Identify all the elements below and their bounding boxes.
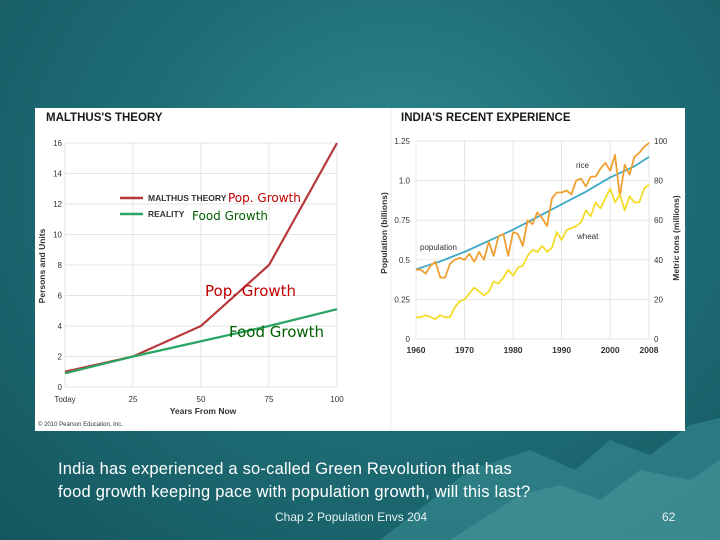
left-y-axis-label: Persons and Units xyxy=(37,228,47,303)
right-left-y-axis-label: Population (billions) xyxy=(379,192,389,274)
figure-panel: MALTHUS'S THEORY 0 2 4 6 8 10 12 14 16 Today 25 50… xyxy=(35,108,685,431)
left-y-tick: 0 xyxy=(58,383,63,392)
copyright-text: © 2010 Pearson Education, Inc. xyxy=(38,421,123,428)
slide-caption: India has experienced a so-called Green … xyxy=(58,458,678,504)
right-left-y-tick: 0.5 xyxy=(399,256,411,265)
left-y-tick: 4 xyxy=(58,322,63,331)
right-series-line-rice xyxy=(416,142,650,279)
right-right-y-tick: 60 xyxy=(654,216,663,225)
right-x-tick-labels: 1960 1970 1980 1990 2000 2008 xyxy=(407,345,659,355)
left-y-tick: 8 xyxy=(58,261,63,270)
right-right-y-axis-label: Metric tons (millions) xyxy=(671,195,681,281)
overlay-legend-food: Food Growth xyxy=(192,209,268,223)
right-x-tick: 2000 xyxy=(601,345,620,355)
right-left-y-tick: 1.25 xyxy=(394,137,410,146)
right-left-y-tick-labels: 0 0.25 0.5 0.75 1.0 1.25 xyxy=(394,137,410,344)
left-gridlines xyxy=(64,142,338,388)
caption-line-1: India has experienced a so-called Green … xyxy=(58,460,512,478)
left-x-tick: 25 xyxy=(129,395,138,404)
left-x-axis-label: Years From Now xyxy=(170,406,237,416)
right-right-y-tick: 40 xyxy=(654,256,663,265)
overlay-curve-pop: Pop. Growth xyxy=(205,282,296,300)
left-y-tick: 10 xyxy=(53,231,62,240)
slide-footer: Chap 2 Population Envs 204 xyxy=(275,510,428,524)
right-right-y-tick: 0 xyxy=(654,335,659,344)
right-left-y-tick: 1.0 xyxy=(399,177,411,186)
series-label-rice: rice xyxy=(576,161,589,170)
right-right-y-tick: 100 xyxy=(654,137,668,146)
left-y-tick-labels: 0 2 4 6 8 10 12 14 16 xyxy=(53,139,62,392)
overlay-curve-food: Food Growth xyxy=(229,323,324,341)
caption-line-2: food growth keeping pace with population… xyxy=(58,483,531,501)
left-x-tick: Today xyxy=(54,395,75,404)
left-y-tick: 12 xyxy=(53,200,62,209)
left-y-tick: 6 xyxy=(58,292,63,301)
right-x-tick: 1990 xyxy=(552,345,571,355)
right-series-lines xyxy=(415,142,650,321)
chart-title-india: INDIA'S RECENT EXPERIENCE xyxy=(401,112,571,124)
left-series-line-reality xyxy=(64,308,338,375)
left-x-tick: 50 xyxy=(197,395,206,404)
overlay-legend-pop: Pop. Growth xyxy=(228,191,301,205)
legend-reality-label: REALITY xyxy=(148,209,185,219)
left-series-lines xyxy=(64,142,338,375)
right-series-line-population xyxy=(415,156,650,271)
left-y-tick: 14 xyxy=(53,170,62,179)
page-number: 62 xyxy=(662,510,676,524)
right-gridlines xyxy=(415,140,650,340)
right-x-tick: 1960 xyxy=(407,345,426,355)
legend-malthus-label: MALTHUS THEORY xyxy=(148,193,227,203)
left-y-tick: 16 xyxy=(53,139,62,148)
right-x-tick: 1970 xyxy=(455,345,474,355)
right-right-y-tick-labels: 0 20 40 60 80 100 xyxy=(654,137,668,344)
left-y-tick: 2 xyxy=(58,353,63,362)
series-label-wheat: wheat xyxy=(576,232,599,241)
right-x-tick: 1980 xyxy=(504,345,523,355)
left-x-tick-labels: Today 25 50 75 100 xyxy=(54,395,344,404)
right-left-y-tick: 0.75 xyxy=(394,216,410,225)
chart-title-malthus: MALTHUS'S THEORY xyxy=(46,112,163,124)
right-right-y-tick: 80 xyxy=(654,177,663,186)
series-label-population: population xyxy=(420,243,457,252)
right-x-tick: 2008 xyxy=(640,345,659,355)
right-series-line-wheat xyxy=(416,183,650,321)
right-left-y-tick: 0.25 xyxy=(394,295,410,304)
left-x-tick: 100 xyxy=(330,395,344,404)
left-x-tick: 75 xyxy=(265,395,274,404)
right-left-y-tick: 0 xyxy=(406,335,411,344)
right-right-y-tick: 20 xyxy=(654,295,663,304)
